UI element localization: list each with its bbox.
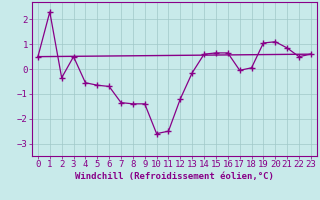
X-axis label: Windchill (Refroidissement éolien,°C): Windchill (Refroidissement éolien,°C): [75, 172, 274, 181]
